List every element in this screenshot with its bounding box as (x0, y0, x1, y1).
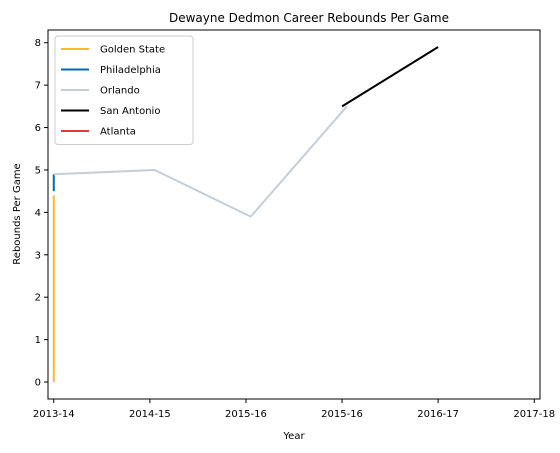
y-tick-label: 6 (35, 123, 41, 134)
x-tick-label: 2015-16 (321, 409, 363, 420)
y-axis: 0 1 2 3 4 5 6 7 8 (35, 38, 48, 389)
x-axis-label: Year (282, 431, 305, 442)
legend: Golden State Philadelphia Orlando San Anton… (54, 35, 194, 145)
y-tick-label: 8 (35, 38, 41, 49)
y-tick-label: 4 (35, 208, 41, 219)
x-axis: 2013-14 2014-15 2015-16 2015-16 2016-17 2017-… (33, 399, 555, 420)
legend-label: Golden State (100, 45, 165, 56)
x-tick-label: 2014-15 (129, 409, 171, 420)
legend-label: Orlando (100, 86, 140, 97)
y-tick-label: 5 (35, 165, 41, 176)
series-line-san-antonio (341, 46, 439, 108)
legend-frame (54, 35, 194, 145)
y-tick-label: 0 (35, 378, 41, 389)
y-tick-label: 1 (35, 335, 41, 346)
y-tick-label: 7 (35, 81, 41, 92)
x-tick-label: 2017-18 (513, 409, 555, 420)
chart-title: Dewayne Dedmon Career Rebounds Per Game (169, 11, 449, 25)
x-tick-label: 2016-17 (417, 409, 459, 420)
legend-label: Atlanta (100, 127, 136, 138)
y-axis-label: Rebounds Per Game (12, 163, 23, 264)
legend-label: San Antonio (100, 106, 160, 117)
legend-label: Philadelphia (100, 65, 161, 76)
x-tick-label: 2013-14 (33, 409, 75, 420)
series-line-orlando (53, 105, 348, 218)
x-tick-label: 2015-16 (225, 409, 267, 420)
series-layer (52, 46, 439, 383)
y-tick-label: 3 (35, 250, 41, 261)
y-tick-label: 2 (35, 293, 41, 304)
